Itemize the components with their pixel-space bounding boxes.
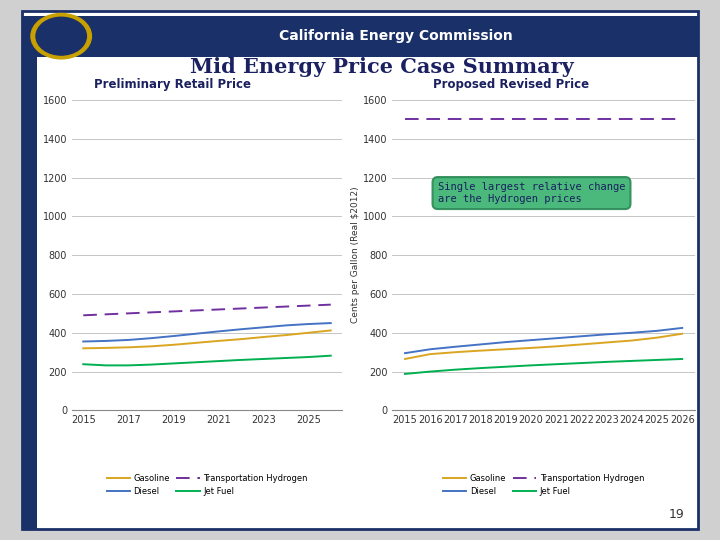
Text: California Energy Commission: California Energy Commission [279, 29, 513, 43]
Legend: Gasoline, Diesel, Transportation Hydrogen, Jet Fuel: Gasoline, Diesel, Transportation Hydroge… [103, 470, 311, 500]
Legend: Gasoline, Diesel, Transportation Hydrogen, Jet Fuel: Gasoline, Diesel, Transportation Hydroge… [440, 470, 647, 500]
Bar [22, 16, 698, 57]
Text: Proposed Revised Price: Proposed Revised Price [433, 78, 589, 91]
Bar [22, 57, 37, 529]
Text: 19: 19 [668, 508, 684, 521]
Circle shape [36, 17, 86, 55]
Y-axis label: Cents per Gallon (Real $2012): Cents per Gallon (Real $2012) [351, 187, 360, 323]
Circle shape [31, 14, 91, 59]
Text: Single largest relative change
are the Hydrogen prices: Single largest relative change are the H… [438, 183, 625, 204]
Text: Mid Energy Price Case Summary: Mid Energy Price Case Summary [190, 57, 573, 77]
Text: Preliminary Retail Price: Preliminary Retail Price [94, 78, 251, 91]
